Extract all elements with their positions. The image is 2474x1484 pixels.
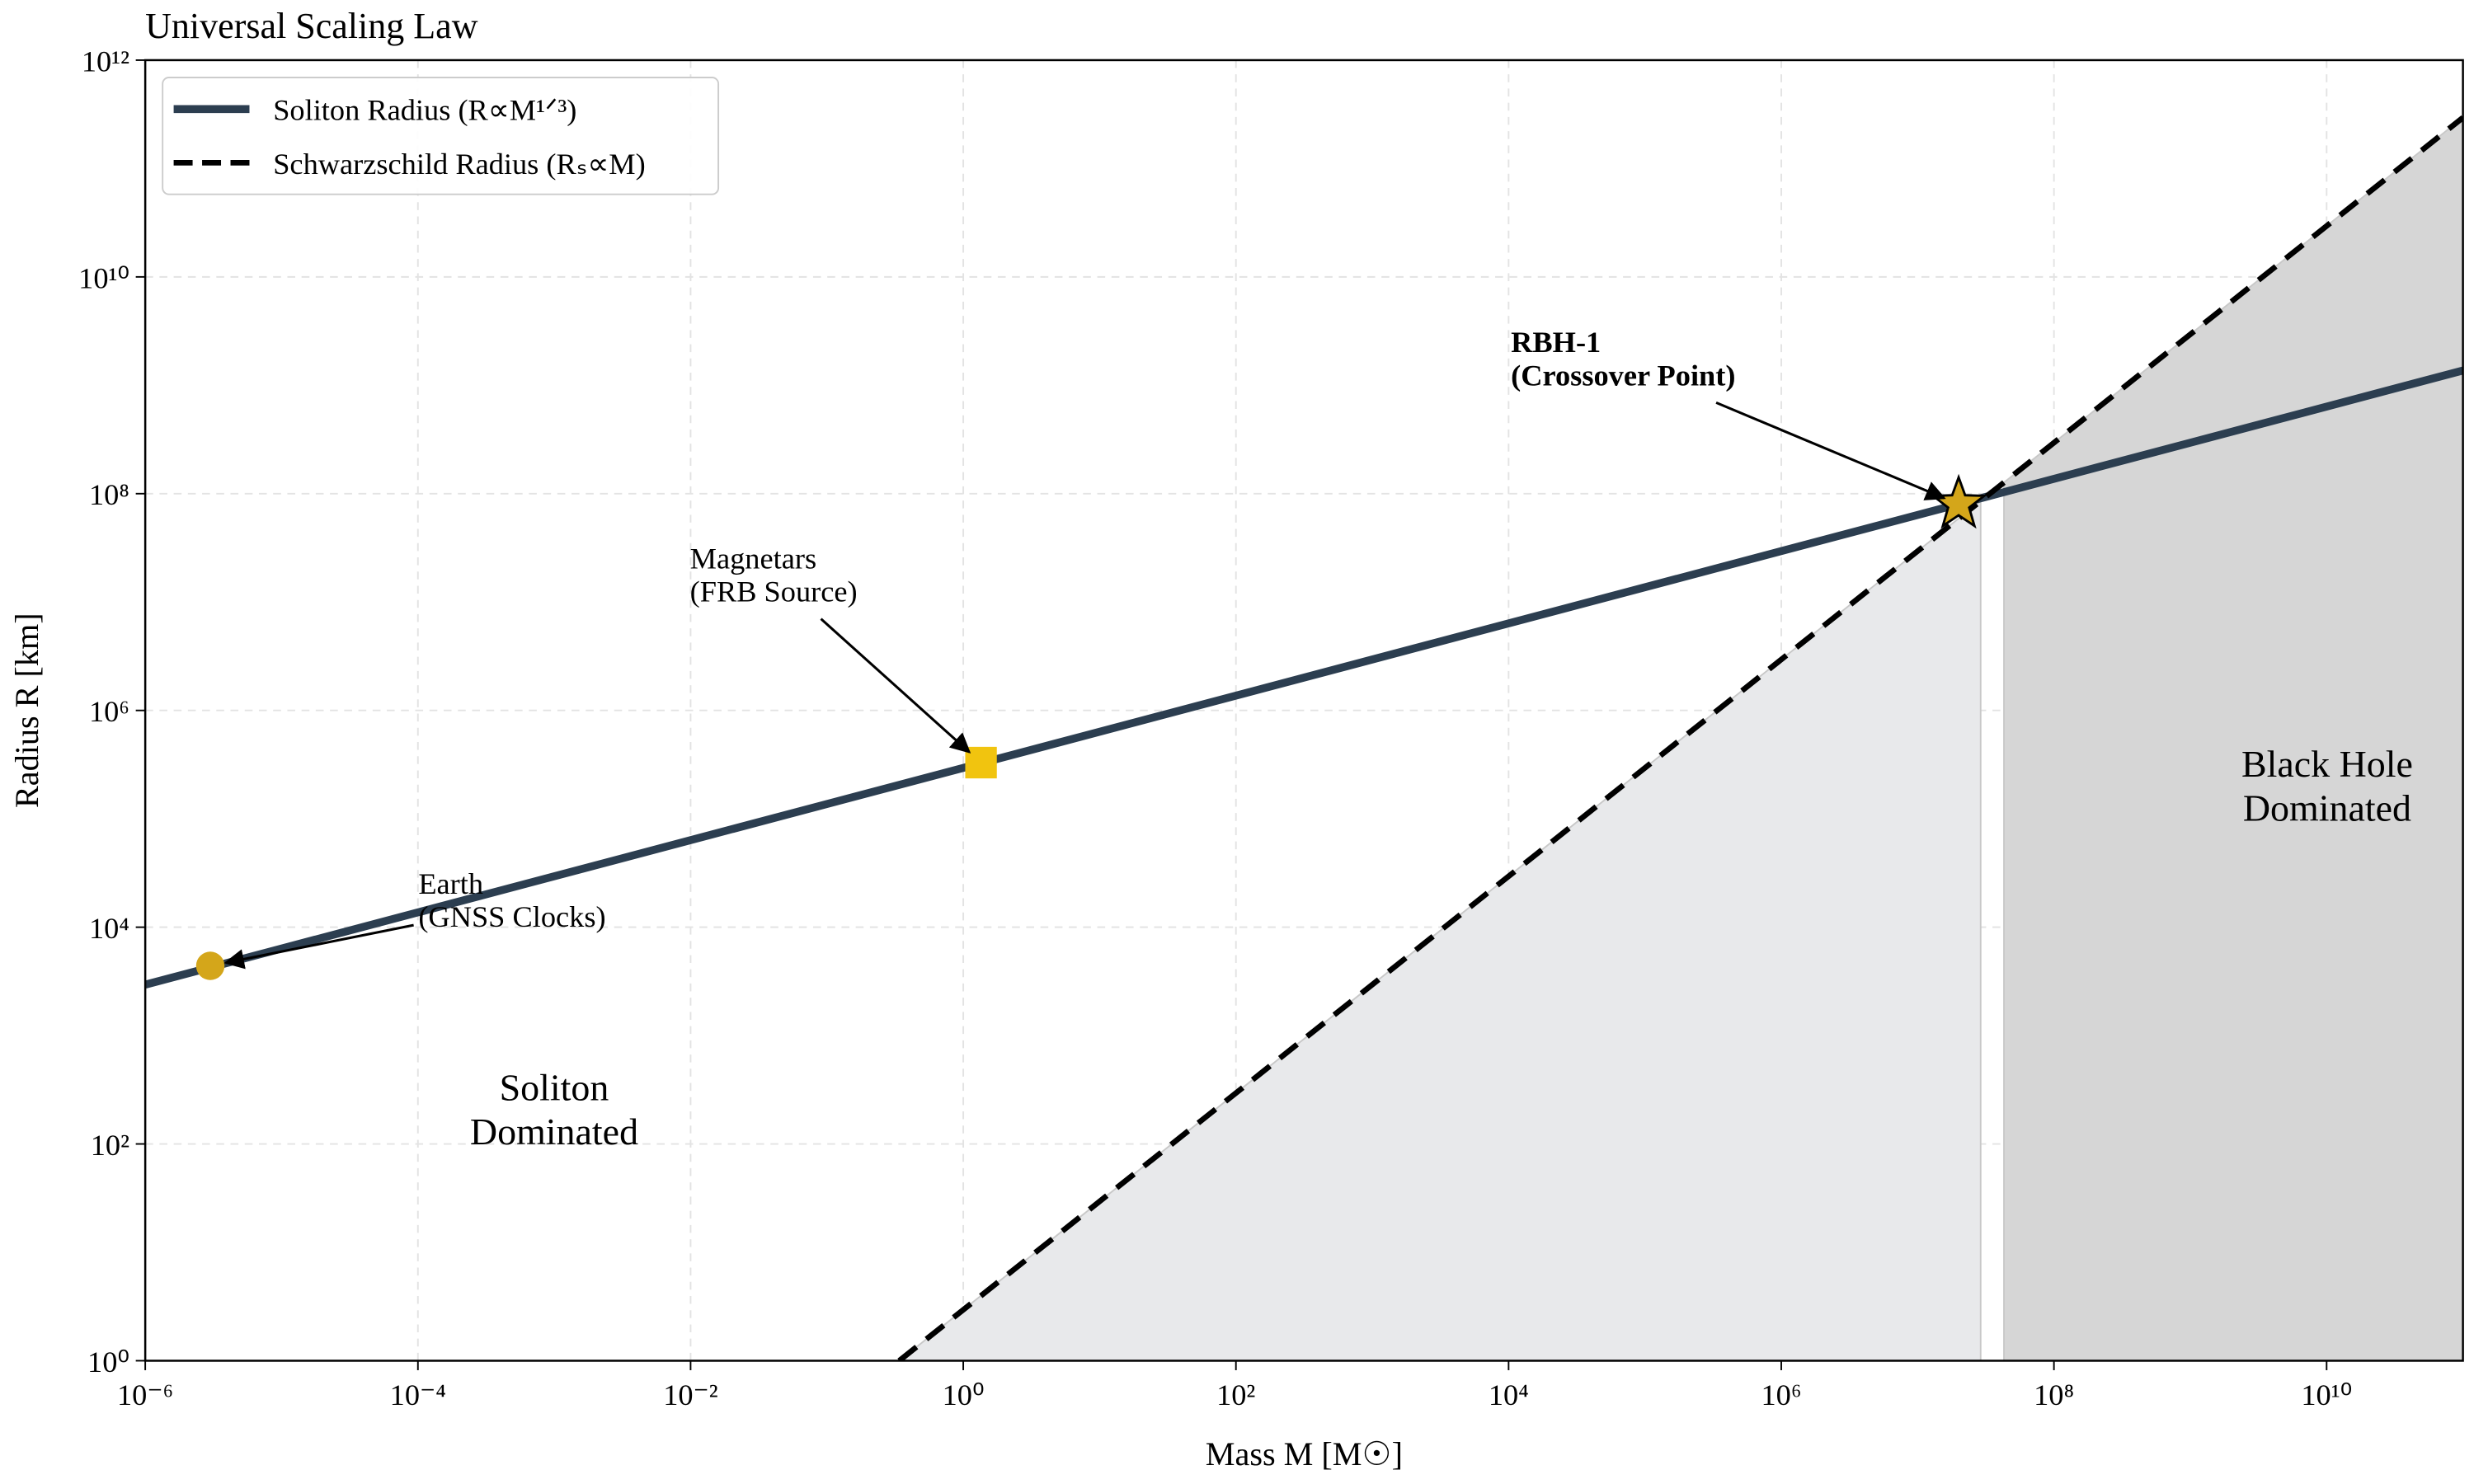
y-tick-label: 10⁶ [89, 695, 129, 728]
y-tick-label: 10⁴ [89, 912, 129, 945]
annotation-arrow [820, 618, 971, 754]
region-label: Dominated [470, 1111, 638, 1153]
point-marker [195, 951, 225, 980]
point-marker [965, 746, 997, 779]
annotation-text: (GNSS Clocks) [418, 900, 605, 933]
annotation-text: (FRB Source) [690, 575, 858, 608]
legend-box [162, 77, 720, 195]
plot-area [145, 115, 2463, 1361]
region [897, 499, 1982, 1361]
x-tick-label: 10⁰ [943, 1378, 985, 1411]
x-tick-label: 10⁸ [2034, 1378, 2074, 1411]
series-line [897, 115, 2463, 1361]
y-tick-label: 10¹⁰ [78, 261, 129, 294]
x-tick-label: 10¹⁰ [2301, 1378, 2352, 1411]
x-tick-label: 10⁴ [1489, 1378, 1529, 1411]
y-tick-label: 10⁸ [89, 478, 129, 511]
x-tick-label: 10⁻² [663, 1378, 718, 1411]
annotation-text: (Crossover Point) [1511, 359, 1735, 392]
annotation-text: Magnetars [690, 542, 816, 575]
region-label: Dominated [2243, 787, 2411, 829]
x-tick-label: 10⁻⁶ [117, 1378, 173, 1411]
x-tick-label: 10² [1216, 1378, 1255, 1411]
annotation-arrow [223, 923, 414, 970]
annotation-text: RBH-1 [1511, 326, 1601, 359]
series-line [145, 366, 2463, 989]
y-tick-label: 10¹² [82, 45, 129, 77]
x-tick-label: 10⁶ [1761, 1378, 1801, 1411]
ticks: 10⁻⁶ 10⁻⁴ 10⁻² 10⁰ 10² 10⁴ 10⁶ 10⁸ 10¹⁰ 10⁰ 10² 10⁴… [78, 45, 2352, 1411]
y-axis-label: Radius R [km] [8, 613, 45, 808]
y-tick-label: 10² [91, 1129, 129, 1162]
legend-label: Schwarzschild Radius (Rₛ∝M) [273, 148, 646, 181]
region-label: Black Hole [2241, 743, 2413, 785]
region-label: Soliton [500, 1067, 609, 1109]
legend: Soliton Radius (R∝M¹ᐟ³) Schwarzschild Rad… [162, 77, 720, 195]
chart-title: Universal Scaling Law [145, 6, 478, 46]
annotation-text: Earth [418, 867, 483, 900]
region [2003, 116, 2463, 1361]
legend-label: Soliton Radius (R∝M¹ᐟ³) [273, 94, 576, 127]
annotation-arrow [1715, 401, 1946, 500]
x-axis-label: Mass M [M☉] [1206, 1435, 1403, 1472]
annotations: Earth(GNSS Clocks) Magnetars(FRB Source) R… [195, 326, 2413, 1153]
x-tick-label: 10⁻⁴ [390, 1378, 446, 1411]
y-tick-label: 10⁰ [87, 1345, 129, 1378]
